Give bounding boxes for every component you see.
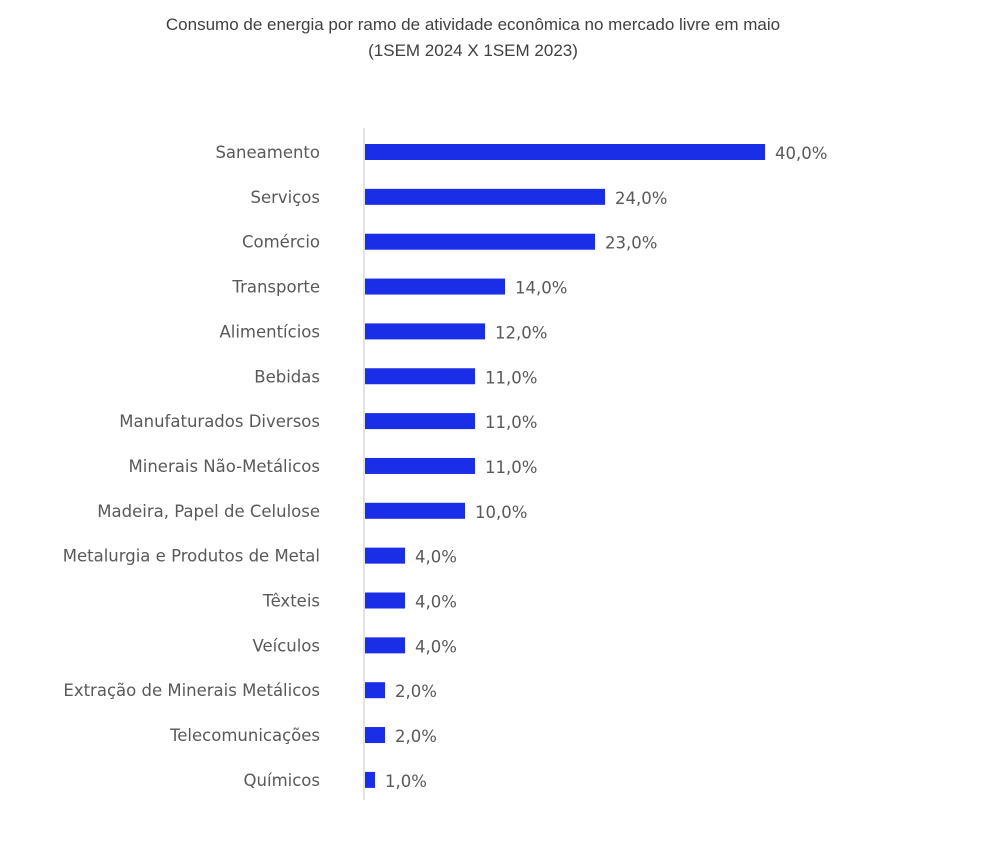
value-label: 40,0%: [775, 144, 827, 163]
category-label: Alimentícios: [219, 322, 320, 341]
bar-1: [365, 188, 605, 205]
value-label: 4,0%: [415, 548, 457, 567]
labels-layer: Saneamento 40,0% Serviços 24,0% Comércio 23,0…: [63, 143, 828, 791]
bars-layer: [365, 144, 765, 788]
category-label: Veículos: [252, 636, 320, 655]
bar-8: [365, 502, 465, 519]
bar-3: [365, 278, 505, 295]
value-label: 11,0%: [485, 368, 537, 387]
category-label: Têxteis: [262, 592, 320, 611]
category-label: Minerais Não-Metálicos: [129, 457, 320, 476]
category-label: Químicos: [244, 771, 320, 790]
category-label: Comércio: [242, 233, 320, 252]
category-label: Serviços: [250, 188, 320, 207]
value-label: 4,0%: [415, 637, 457, 656]
value-label: 14,0%: [515, 279, 567, 298]
value-label: 12,0%: [495, 323, 547, 342]
bar-10: [365, 592, 405, 609]
category-label: Manufaturados Diversos: [119, 412, 320, 431]
value-label: 11,0%: [485, 413, 537, 432]
bar-6: [365, 413, 475, 430]
bar-13: [365, 727, 385, 744]
bar-11: [365, 637, 405, 654]
chart-title: Consumo de energia por ramo de atividade…: [165, 15, 781, 34]
bar-0: [365, 144, 765, 160]
category-label: Saneamento: [215, 143, 320, 162]
value-label: 2,0%: [395, 727, 437, 746]
category-label: Extração de Minerais Metálicos: [63, 681, 320, 700]
bar-14: [365, 771, 375, 788]
category-label: Transporte: [231, 278, 320, 297]
value-label: 2,0%: [395, 682, 437, 701]
bar-12: [365, 682, 385, 699]
bar-5: [365, 368, 475, 385]
category-label: Metalurgia e Produtos de Metal: [63, 547, 320, 566]
chart-title-block: Consumo de energia por ramo de atividade…: [0, 12, 946, 64]
bar-9: [365, 547, 405, 564]
category-label: Telecomunicações: [169, 726, 320, 745]
bar-2: [365, 233, 595, 250]
value-label: 24,0%: [615, 189, 667, 208]
category-label: Madeira, Papel de Celulose: [97, 502, 320, 521]
value-label: 10,0%: [475, 503, 527, 522]
chart-subtitle: (1SEM 2024 X 1SEM 2023): [368, 41, 578, 60]
category-label: Bebidas: [254, 367, 320, 386]
value-label: 11,0%: [485, 458, 537, 477]
value-label: 23,0%: [605, 234, 657, 253]
bar-7: [365, 457, 475, 474]
value-label: 1,0%: [385, 772, 427, 791]
bar-4: [365, 323, 485, 340]
value-label: 4,0%: [415, 593, 457, 612]
